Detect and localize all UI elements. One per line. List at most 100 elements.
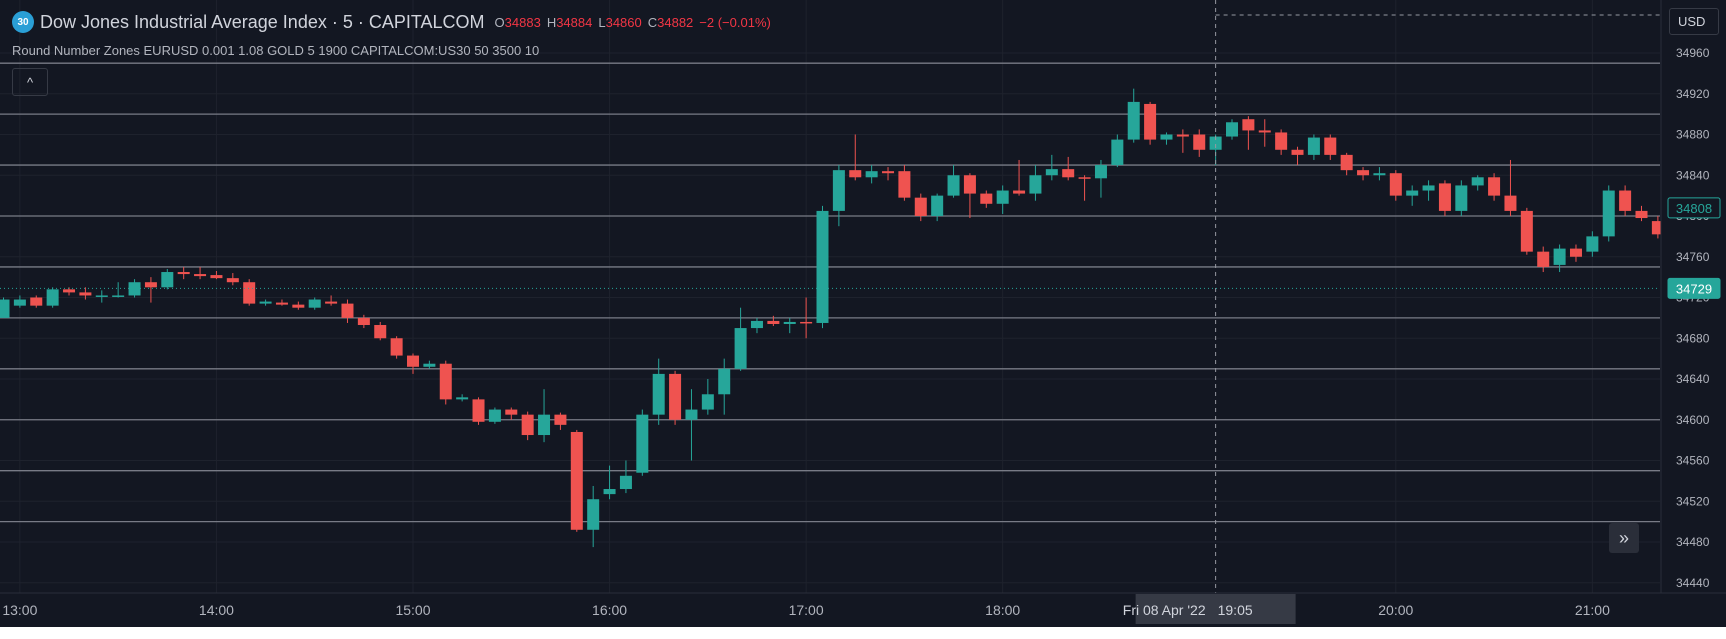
candle-body	[128, 282, 141, 296]
candle-body	[95, 295, 108, 297]
candle-body	[1127, 101, 1140, 140]
y-tick-label: 34840	[1676, 168, 1710, 182]
candle-body	[357, 317, 370, 326]
candle-body	[1013, 190, 1026, 194]
candle-body	[685, 409, 698, 420]
candle-body	[931, 195, 944, 216]
candle-body	[423, 363, 436, 367]
open-value: 34883	[504, 14, 541, 30]
low-value: 34860	[605, 14, 642, 30]
candle-body	[374, 325, 387, 339]
candle-body	[1193, 134, 1206, 150]
y-tick-label: 34960	[1676, 46, 1710, 60]
candle-body	[1258, 130, 1271, 133]
candle-body	[488, 409, 501, 422]
candle-body	[341, 303, 354, 318]
candle-body	[1340, 154, 1353, 171]
candle-body	[849, 170, 862, 178]
candle-body	[1438, 183, 1451, 211]
candle-body	[1586, 236, 1599, 252]
candle-body	[1291, 149, 1304, 155]
candle-body	[587, 499, 600, 530]
candle-body	[325, 301, 338, 304]
candle-body	[1307, 137, 1320, 155]
x-tick-label: 18:00	[985, 602, 1020, 618]
candle-body	[996, 190, 1009, 204]
indicator-legend[interactable]: Round Number Zones EURUSD 0.001 1.08 GOL…	[12, 43, 540, 58]
candle-body	[963, 175, 976, 194]
x-tick-label: 20:00	[1378, 602, 1413, 618]
candle-body	[13, 299, 26, 306]
candle-body	[1619, 190, 1632, 211]
candle-body	[308, 299, 321, 308]
candle-body	[259, 301, 272, 304]
crosshair-time-value: 19:05	[1218, 602, 1253, 618]
y-tick-label: 34600	[1676, 413, 1710, 427]
candle-body	[1176, 134, 1189, 137]
candle-body	[1471, 177, 1484, 186]
crosshair-time-box	[1135, 594, 1296, 624]
candle-body	[1324, 137, 1337, 155]
candle-body	[1160, 134, 1173, 140]
symbol-badge[interactable]: 30	[12, 11, 34, 33]
candle-body	[292, 304, 305, 308]
candle-body	[603, 489, 616, 495]
current-price-label: 34808	[1676, 201, 1712, 216]
candle-body	[570, 431, 583, 530]
currency-button[interactable]: USD	[1669, 8, 1719, 35]
candle-body	[619, 475, 632, 490]
candle-body	[1078, 177, 1091, 179]
candle-body	[161, 272, 174, 288]
candle-body	[1569, 248, 1582, 257]
candle-body	[1635, 210, 1648, 219]
x-tick-label: 13:00	[2, 602, 37, 618]
collapse-legend-button[interactable]: ^	[12, 68, 48, 96]
candle-body	[112, 295, 125, 297]
candle-body	[914, 197, 927, 216]
candle-body	[800, 321, 813, 324]
candle-body	[1455, 185, 1468, 211]
x-tick-label: 14:00	[199, 602, 234, 618]
candle-body	[865, 171, 878, 178]
candle-body	[0, 299, 10, 318]
symbol-title[interactable]: Dow Jones Industrial Average Index · 5 ·…	[40, 11, 485, 32]
chevron-up-icon: ^	[26, 74, 34, 90]
scroll-to-realtime-button[interactable]: »	[1609, 523, 1639, 553]
candle-body	[243, 282, 256, 304]
candle-body	[947, 175, 960, 196]
candle-body	[1406, 190, 1419, 196]
chart-header: 30 Dow Jones Industrial Average Index · …	[12, 9, 771, 35]
candle-body	[1209, 136, 1222, 150]
candle-body	[1553, 248, 1566, 265]
candle-body	[79, 292, 92, 296]
candle-body	[1045, 169, 1058, 176]
candle-body	[767, 320, 780, 324]
ohlc-legend: O34883 H34884 L34860 C34882 −2 (−0.01%)	[495, 15, 771, 30]
candle-body	[701, 394, 714, 410]
candle-body	[1275, 132, 1288, 150]
x-tick-label: 21:00	[1575, 602, 1610, 618]
crosshair-price-label: 34729	[1676, 281, 1712, 296]
y-tick-label: 34520	[1676, 494, 1710, 508]
change-value: −2 (−0.01%)	[699, 14, 771, 30]
candle-body	[538, 414, 551, 436]
candle-body	[1537, 251, 1550, 267]
candle-body	[832, 170, 845, 211]
candle-body	[1242, 119, 1255, 131]
candle-body	[882, 171, 895, 174]
candle-body	[407, 355, 419, 367]
candle-body	[1504, 195, 1517, 211]
close-label: C	[647, 14, 658, 30]
candle-body	[1144, 103, 1157, 140]
crosshair-price-label-box	[1667, 277, 1721, 299]
y-tick-label: 34680	[1676, 331, 1710, 345]
y-tick-label: 34640	[1676, 372, 1710, 386]
y-tick-label: 34760	[1676, 250, 1710, 264]
candle-body	[750, 320, 763, 329]
y-tick-label: 34480	[1676, 535, 1710, 549]
low-label: L	[598, 14, 606, 30]
candle-body	[898, 171, 911, 198]
current-price-label-box	[1667, 197, 1721, 219]
